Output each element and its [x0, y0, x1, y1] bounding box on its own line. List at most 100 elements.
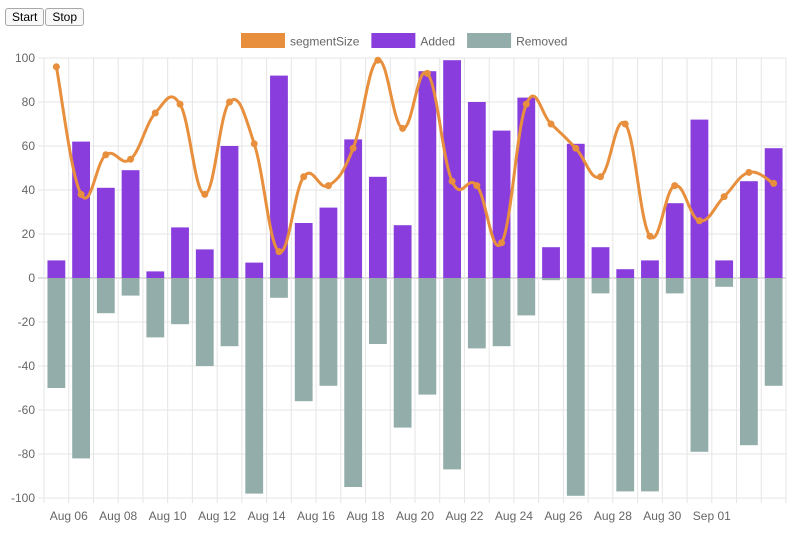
bar-removed — [542, 278, 560, 281]
legend-label: segmentSize — [290, 35, 360, 49]
bar-removed — [393, 278, 412, 428]
bar-removed — [96, 278, 115, 314]
y-tick-label: 20 — [22, 227, 36, 241]
legend-swatch — [241, 33, 285, 48]
segment-point — [572, 144, 580, 152]
legend-item-removed: Removed — [467, 33, 567, 49]
x-tick-label: Aug 28 — [594, 509, 632, 523]
segment-point — [102, 151, 110, 159]
x-axis-ticks: Aug 06 Aug 08 Aug 10 Aug 12 Aug 14 Aug 16 Aug … — [50, 509, 731, 523]
y-tick-label: 100 — [15, 51, 35, 65]
bar-removed — [220, 278, 239, 347]
bar-added — [294, 223, 313, 278]
bar-removed — [739, 278, 758, 446]
y-tick-label: -20 — [18, 315, 36, 329]
segment-point — [52, 63, 60, 71]
bar-removed — [517, 278, 536, 316]
bar-removed — [171, 278, 189, 325]
segment-point — [77, 190, 85, 198]
bar-added — [121, 170, 140, 278]
bar-added — [467, 102, 486, 278]
bar-removed — [492, 278, 511, 347]
toolbar: Start Stop — [5, 8, 85, 26]
x-tick-label: Aug 20 — [396, 509, 434, 523]
bar-added — [690, 119, 709, 278]
bar-added — [616, 269, 635, 278]
bar-removed — [641, 278, 659, 492]
bar-added — [245, 262, 264, 278]
x-tick-label: Aug 16 — [297, 509, 335, 523]
segment-point — [127, 155, 135, 163]
start-button[interactable]: Start — [5, 8, 45, 26]
bar-removed — [665, 278, 684, 294]
bar-removed — [690, 278, 709, 452]
bar-removed — [47, 278, 66, 388]
bar-removed — [715, 278, 734, 287]
segment-point — [621, 120, 629, 128]
y-tick-label: 60 — [22, 139, 36, 153]
bar-added — [641, 260, 659, 278]
bar-removed — [764, 278, 783, 386]
segment-point — [250, 140, 258, 148]
bar-added — [418, 71, 437, 278]
legend-label: Removed — [516, 35, 567, 49]
x-tick-label: Aug 24 — [495, 509, 533, 523]
bar-added — [764, 148, 783, 278]
bar-added — [195, 249, 214, 278]
bar-added — [96, 187, 115, 278]
x-tick-label: Aug 18 — [347, 509, 385, 523]
bar-removed — [294, 278, 313, 402]
y-tick-label: -80 — [18, 447, 36, 461]
bar-added — [715, 260, 734, 278]
y-axis-ticks: 100 80 60 40 20 0 -20 -40 -60 -80 -100 — [11, 51, 35, 505]
bar-added — [270, 75, 288, 278]
bar-added — [739, 181, 758, 278]
bar-removed — [319, 278, 338, 386]
segment-point — [399, 124, 407, 132]
grid — [38, 57, 787, 503]
bar-removed — [270, 278, 288, 298]
segment-point — [151, 109, 159, 117]
bar-removed — [616, 278, 635, 492]
x-tick-label: Aug 10 — [149, 509, 187, 523]
x-tick-label: Sep 01 — [693, 509, 731, 523]
y-tick-label: 40 — [22, 183, 36, 197]
bar-added — [517, 97, 536, 278]
x-tick-label: Aug 30 — [643, 509, 681, 523]
legend-swatch — [467, 33, 512, 48]
bar-removed — [344, 278, 363, 487]
segment-point — [300, 173, 308, 181]
segment-point — [374, 56, 382, 64]
segment-point — [324, 182, 332, 190]
segment-point — [201, 190, 209, 198]
segment-point — [646, 232, 654, 240]
bar-added — [220, 146, 239, 278]
bars — [47, 60, 783, 496]
bar-added — [665, 203, 684, 278]
bar-added — [566, 143, 585, 278]
segment-point — [770, 179, 778, 187]
x-tick-label: Aug 12 — [198, 509, 236, 523]
stop-button[interactable]: Stop — [45, 8, 85, 26]
legend-label: Added — [420, 35, 455, 49]
bar-added — [146, 271, 165, 278]
x-tick-label: Aug 14 — [248, 509, 286, 523]
bar-added — [72, 141, 91, 278]
bar-added — [319, 207, 338, 278]
segment-point — [176, 100, 184, 108]
bar-added — [47, 260, 66, 278]
segment-point — [275, 248, 283, 256]
segment-point — [745, 168, 753, 176]
y-tick-label: 0 — [28, 271, 35, 285]
segment-point — [547, 120, 555, 128]
bar-removed — [368, 278, 387, 344]
legend-swatch — [371, 33, 416, 48]
segment-point — [498, 239, 506, 247]
bar-removed — [418, 278, 437, 395]
bar-added — [591, 247, 610, 278]
bar-removed — [195, 278, 214, 366]
segment-point — [522, 100, 530, 108]
bar-removed — [566, 278, 585, 496]
y-tick-label: -40 — [18, 359, 36, 373]
